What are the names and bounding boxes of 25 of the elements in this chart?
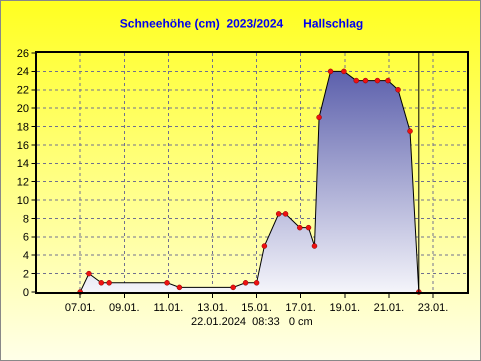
x-tick-label: 17.01. (285, 302, 316, 314)
y-tick-label: 22 (16, 84, 30, 97)
y-tick-label: 0 (22, 286, 30, 299)
y-tick-label: 8 (22, 213, 30, 226)
x-tick-label: 13.01. (197, 302, 228, 314)
y-tick-label: 20 (16, 103, 30, 115)
y-tick-label: 16 (16, 140, 30, 152)
x-tick-label: 21.01. (374, 302, 404, 314)
y-tick-label: 24 (16, 66, 30, 78)
y-tick-label: 4 (22, 250, 30, 262)
y-tick-label: 12 (16, 176, 30, 189)
y-tick-label: 2 (22, 268, 30, 280)
text: 22.01.2024 08:33 0 cm (191, 316, 313, 328)
y-tick-label: 6 (22, 232, 30, 244)
x-tick-label: 11.01. (154, 302, 184, 314)
x-tick-label: 07.01. (64, 302, 96, 314)
x-tick-label: 23.01. (418, 302, 448, 314)
x-tick-label: 19.01. (330, 302, 360, 314)
x-tick-label: 09.01. (108, 302, 140, 314)
y-tick-label: 26 (16, 48, 30, 60)
y-tick-label: 10 (16, 194, 30, 207)
y-tick-label: 18 (16, 121, 30, 134)
chart-title: Schneehöhe (cm) 2023/2024 Hallschlag (120, 16, 364, 30)
y-tick-label: 14 (16, 158, 30, 170)
x-tick-label: 15.01. (241, 302, 272, 314)
